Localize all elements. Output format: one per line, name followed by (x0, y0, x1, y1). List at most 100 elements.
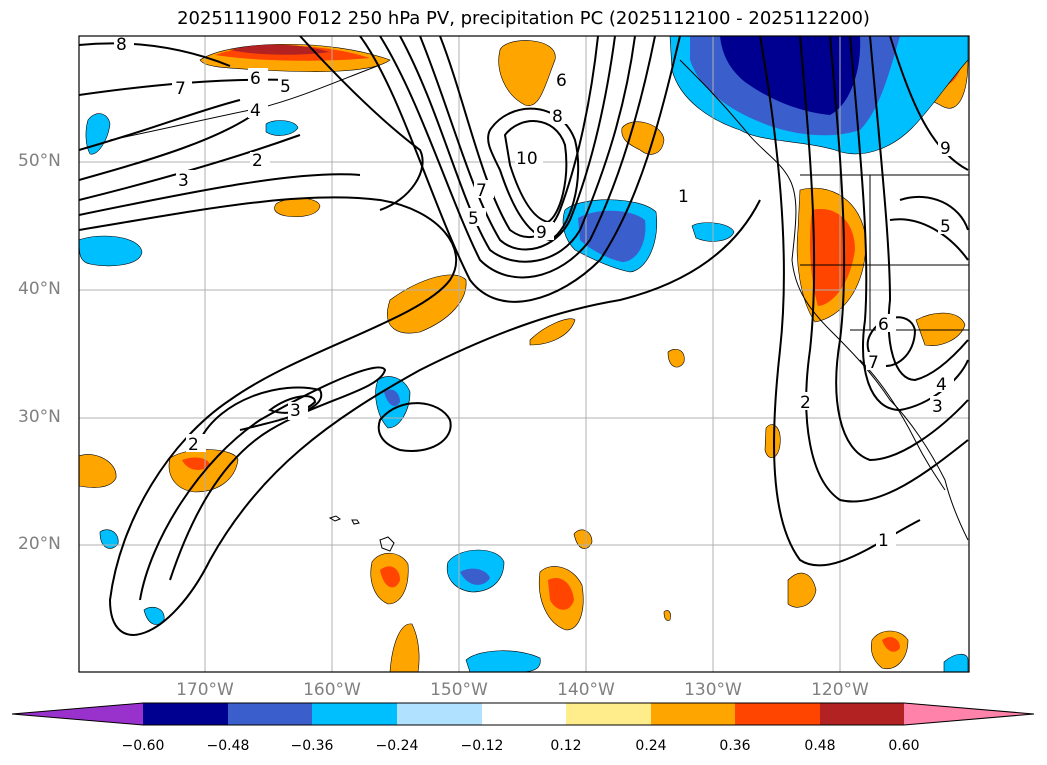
precip-positive-core (380, 566, 400, 588)
contour-label: 7 (175, 79, 186, 99)
precip-positive-area (79, 454, 117, 488)
pv-contour (829, 36, 969, 462)
pv-contour (889, 218, 969, 261)
colorbar-segment (143, 703, 228, 725)
hawaii-island (351, 519, 360, 525)
contour-label: 2 (188, 435, 199, 455)
colorbar-tick-label: −0.12 (460, 738, 504, 754)
contour-label: 8 (552, 107, 563, 127)
lon-label-150w: 150°W (430, 680, 488, 700)
precip-positive-core (882, 637, 900, 652)
contour-label: 5 (468, 209, 479, 229)
precip-positive-area (787, 572, 817, 608)
pv-contour (267, 395, 317, 414)
hawaii-island (379, 536, 395, 552)
coastline-north-america (679, 59, 969, 541)
precip-positive-core (548, 578, 574, 610)
colorbar-segment (228, 703, 312, 725)
colorbar-tick-label: 0.24 (635, 738, 667, 754)
pv-contour (399, 36, 636, 263)
precip-positive-area (667, 349, 685, 368)
pv-contour (377, 402, 452, 452)
colorbar-segment (820, 703, 904, 725)
precip-negative-area (99, 529, 119, 549)
colorbar-extend-high (904, 703, 1034, 725)
lon-label-170w: 170°W (176, 680, 234, 700)
contour-label: 9 (536, 223, 547, 243)
contour-label: 9 (940, 139, 951, 159)
precip-positive-area (529, 318, 576, 346)
precip-negative-area (265, 120, 299, 136)
contour-label: 3 (290, 401, 301, 421)
contour-labels: 8 7 6 5 4 3 2 3 2 10 8 6 7 5 9 1 9 5 6 7… (114, 35, 958, 551)
precip-negative-area (85, 113, 111, 155)
colorbar-segment (312, 703, 397, 725)
colorbar-tick-label: 0.60 (888, 738, 920, 754)
pv-contour (79, 134, 301, 201)
map-frame (78, 35, 970, 673)
colorbar (11, 702, 1035, 726)
contour-label: 7 (868, 353, 879, 373)
pv-contour (889, 36, 969, 171)
precip-negative-area (465, 650, 541, 672)
colorbar-extend-low (12, 703, 143, 725)
precip-negative-area (460, 568, 490, 585)
lon-label-120w: 120°W (811, 680, 869, 700)
precip-positive-area (387, 274, 467, 334)
colorbar-segment (651, 703, 735, 725)
contour-label: 8 (116, 35, 127, 55)
precip-positive-area (389, 623, 420, 672)
pv-contour (359, 36, 681, 303)
precip-positive-core (182, 457, 210, 470)
contour-label: 1 (878, 531, 889, 551)
colorbar-tick-label: 0.36 (719, 738, 751, 754)
contour-label: 5 (940, 217, 951, 237)
precip-positive-area (573, 529, 593, 549)
pv-contour (299, 36, 424, 211)
colorbar-segment (566, 703, 651, 725)
lat-label-30n: 30°N (18, 407, 61, 427)
contour-label: 6 (878, 315, 889, 335)
pv-contour (503, 120, 568, 224)
precip-positive-area (274, 197, 321, 217)
contour-label: 4 (936, 375, 947, 395)
colorbar-tick-label: 0.12 (550, 738, 582, 754)
pv-contour (79, 109, 261, 181)
lat-label-50n: 50°N (18, 151, 61, 171)
precip-negative-area (143, 607, 165, 625)
pv-contour (79, 42, 231, 67)
contour-label: 6 (250, 69, 261, 89)
hawaii-island (328, 515, 342, 522)
colorbar-segment (735, 703, 820, 725)
contour-label: 1 (678, 187, 689, 207)
lon-label-160w: 160°W (303, 680, 361, 700)
pv-contour (379, 36, 656, 279)
precip-positive-core (230, 44, 330, 55)
colorbar-segment (482, 703, 566, 725)
colorbar-tick-label: 0.48 (804, 738, 836, 754)
precip-positive-area (663, 610, 671, 621)
colorbar-tick-label: −0.60 (121, 738, 165, 754)
pv-contour (79, 173, 361, 216)
pv-contour (139, 366, 387, 601)
pv-contour (419, 36, 616, 251)
contour-label: 7 (476, 181, 487, 201)
pv-contour (199, 386, 323, 441)
contour-label: 3 (932, 397, 943, 417)
map-title: 2025111900 F012 250 hPa PV, precipitatio… (177, 8, 870, 29)
lat-label-20n: 20°N (18, 534, 61, 554)
pv-contour (487, 107, 580, 242)
precip-negative-area (943, 653, 969, 672)
precip-positive-area (915, 312, 966, 346)
precip-positive-area (498, 40, 556, 106)
colorbar-tick-label: −0.24 (375, 738, 419, 754)
precip-negative-area (384, 389, 400, 407)
precipitation-fill-layer (79, 36, 969, 672)
precip-negative-area (578, 210, 646, 262)
coastlines (109, 59, 969, 552)
contour-label: 5 (280, 77, 291, 97)
contour-label: 10 (516, 149, 538, 169)
pv-contour (79, 196, 761, 636)
contour-label: 2 (252, 151, 263, 171)
